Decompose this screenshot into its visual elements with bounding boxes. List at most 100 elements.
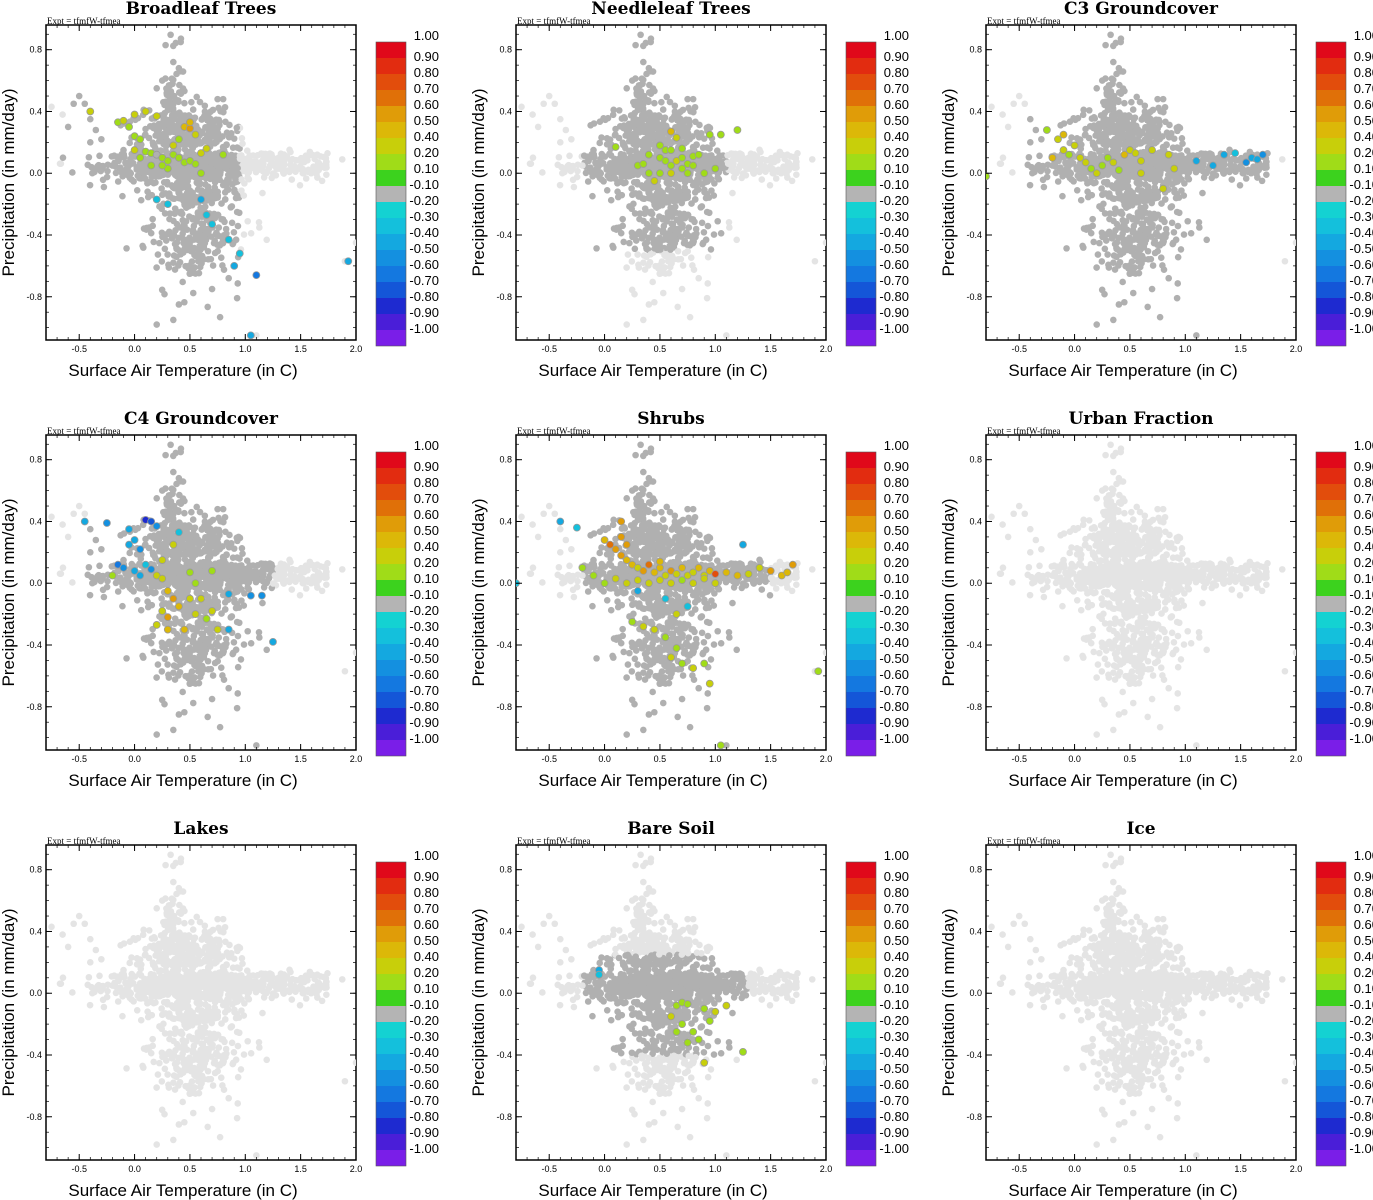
data-point <box>1232 168 1239 175</box>
data-point <box>780 163 787 170</box>
highlight-point <box>230 261 239 270</box>
highlight-point <box>678 144 686 153</box>
data-point <box>684 95 691 103</box>
data-point <box>650 197 657 205</box>
data-point <box>1237 164 1245 172</box>
data-point <box>1108 232 1115 240</box>
data-point <box>352 239 356 247</box>
data-point <box>651 298 658 306</box>
data-point <box>717 230 725 237</box>
data-point <box>692 118 699 126</box>
data-point <box>1144 189 1152 197</box>
data-point <box>667 254 675 262</box>
data-point <box>188 98 195 106</box>
data-point <box>231 186 238 194</box>
data-point <box>640 316 647 324</box>
highlight-point <box>1137 156 1145 165</box>
data-point <box>1137 210 1145 218</box>
data-point <box>694 186 702 193</box>
data-point <box>1159 216 1167 223</box>
data-point <box>1085 107 1093 114</box>
data-point <box>704 253 712 261</box>
highlight-point <box>246 331 255 340</box>
data-point <box>177 38 184 46</box>
data-point <box>739 170 747 177</box>
data-point <box>1165 176 1172 183</box>
data-point <box>1250 163 1257 170</box>
colorbar-frame <box>845 41 877 347</box>
data-point <box>1158 240 1166 247</box>
data-point <box>1010 100 1017 108</box>
data-point <box>267 154 274 161</box>
data-point <box>701 186 708 194</box>
colorbar-swatch <box>846 122 876 138</box>
data-point <box>212 168 220 175</box>
data-point <box>104 167 111 175</box>
data-point <box>726 224 733 231</box>
y-tick-label: 0.4 <box>499 106 512 116</box>
data-point <box>1152 168 1160 175</box>
data-point <box>730 156 738 163</box>
highlight-point <box>174 135 183 144</box>
highlight-point <box>186 118 194 127</box>
colorbar-swatch <box>1316 218 1346 234</box>
x-axis-label: Surface Air Temperature (in C) <box>1008 361 1237 380</box>
data-point <box>175 98 182 106</box>
x-axis-label: Surface Air Temperature (in C) <box>538 361 767 380</box>
data-point <box>299 169 307 177</box>
data-point <box>671 102 679 110</box>
colorbar-swatch <box>376 186 406 202</box>
data-point <box>689 95 697 103</box>
colorbar-label: 0.90 <box>884 49 909 64</box>
data-point <box>1111 141 1118 148</box>
data-point <box>1024 161 1032 169</box>
data-point <box>119 192 126 200</box>
data-point <box>180 226 187 233</box>
colorbar-swatch <box>846 250 876 266</box>
data-point <box>1149 215 1157 222</box>
data-point <box>700 239 707 247</box>
data-point <box>302 175 310 182</box>
data-point <box>706 155 714 163</box>
data-point <box>708 187 715 194</box>
highlight-point <box>1258 150 1267 159</box>
data-point <box>208 155 215 163</box>
data-point <box>658 258 666 265</box>
data-point <box>1111 205 1119 212</box>
data-point <box>1106 96 1113 103</box>
data-point <box>219 262 226 269</box>
data-point <box>204 189 212 197</box>
data-point <box>280 170 288 177</box>
data-point <box>153 85 161 92</box>
data-point <box>189 106 197 113</box>
data-point <box>1102 133 1109 140</box>
data-point <box>637 31 644 39</box>
colorbar-label: 0.70 <box>884 81 909 96</box>
data-point <box>539 169 546 176</box>
data-point <box>642 227 649 234</box>
data-point <box>166 215 173 223</box>
data-point <box>1093 321 1101 328</box>
data-point <box>180 197 187 205</box>
colorbar-swatch <box>846 186 876 202</box>
data-point <box>241 180 248 187</box>
data-point <box>209 215 217 222</box>
data-point <box>1132 251 1140 258</box>
colorbar-label: -0.90 <box>879 305 909 320</box>
data-point <box>788 177 796 185</box>
highlight-point <box>130 146 139 154</box>
data-point <box>996 160 1004 168</box>
data-point <box>200 232 208 240</box>
data-point <box>610 225 618 232</box>
colorbar-label: -0.30 <box>879 209 909 224</box>
data-point <box>322 154 330 162</box>
colorbar-label: 0.20 <box>414 145 439 160</box>
colorbar-label: 0.60 <box>884 97 909 112</box>
colorbar-swatch <box>1316 106 1346 122</box>
data-point <box>243 147 251 155</box>
data-point <box>1159 262 1166 269</box>
highlight-point <box>197 169 205 178</box>
data-point <box>1168 203 1176 210</box>
data-point <box>1168 130 1175 137</box>
data-point <box>1110 128 1117 136</box>
